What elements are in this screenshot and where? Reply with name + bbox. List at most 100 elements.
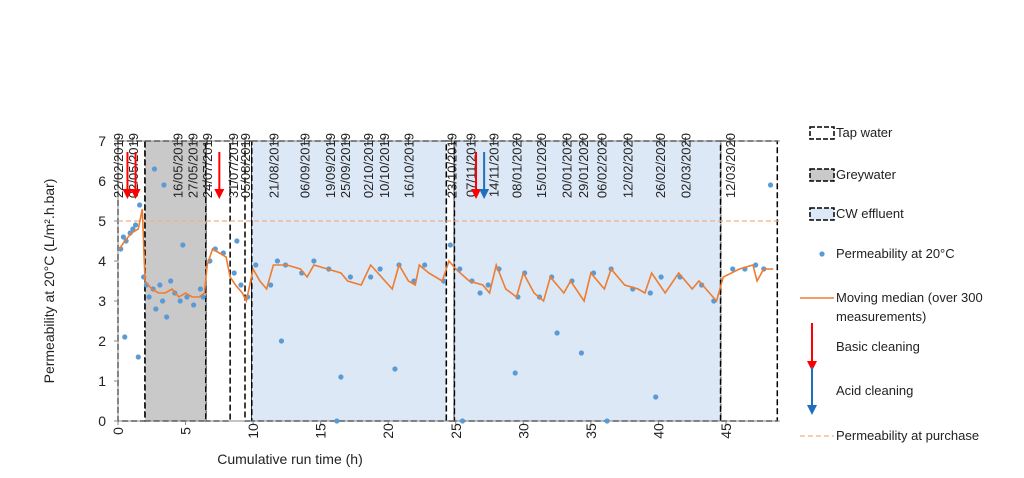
point [164,314,170,320]
y-tick-label: 6 [98,173,106,189]
legend-label: Acid cleaning [836,383,914,398]
x-tick-label: 30 [515,423,531,439]
region [205,140,231,422]
legend-entry: Moving median (over 300 measurements) [836,290,983,324]
top-tick-label: 20/01/2020 [560,133,575,198]
legend-entry: Permeability at purchase [836,428,980,443]
region [144,140,207,422]
point [177,298,183,304]
point [120,234,127,240]
point [153,306,159,312]
cleaning-arrow [479,152,490,199]
point [647,290,653,296]
region [453,140,722,422]
point [130,226,136,232]
y-tick-label: 5 [98,213,106,229]
point [159,298,166,304]
point [334,418,340,424]
arrow-head [807,361,817,371]
x-axis-label: Cumulative run time (h) [217,451,363,467]
region [719,140,779,422]
legend-label: Moving median (over 300 measurements) [836,290,983,324]
point [604,418,610,424]
point [191,302,197,308]
top-tick-label: 25/09/2019 [338,133,353,198]
point [392,366,398,372]
legend-swatch [809,207,835,221]
arrow-head [214,189,225,199]
top-tick-label: 16/10/2019 [401,133,416,198]
top-tick-label: 05/08/2019 [238,133,253,198]
point [122,334,128,340]
x-tick-label: 15 [313,423,329,439]
legend-label: Permeability at purchase [836,428,980,443]
top-tick-label: 06/09/2019 [297,133,312,198]
x-tick-label: 10 [245,423,261,439]
legend-label: CW effluent [836,206,904,221]
arrow-head [479,189,490,199]
top-tick-label: 06/02/2020 [595,133,610,198]
point [485,282,491,288]
point [231,270,237,276]
point [151,166,158,172]
top-tick-label: 08/01/2020 [510,133,525,198]
point [554,330,560,336]
point [753,262,759,268]
top-tick-label: 22/02/2019 [111,133,126,198]
y-tick-label: 2 [98,333,106,349]
point [268,282,274,288]
cleaning-arrow [214,152,225,199]
legend-entry: Permeability at 20°C [836,246,955,261]
legend-label: Tap water [836,125,893,140]
point [253,262,259,268]
point [653,394,659,400]
point [197,286,204,292]
point [377,266,383,272]
y-tick-label: 4 [98,253,106,269]
point [338,374,344,380]
point [135,354,141,360]
top-tick-label: 02/05/2019 [126,133,141,198]
x-tick-label: 0 [110,427,126,435]
arrow-head [122,189,133,199]
arrow-head [471,189,482,199]
x-tick-label: 35 [583,423,599,439]
top-tick-label: 12/03/2020 [723,133,738,198]
point [512,370,518,376]
legend-entry: Tap water [836,125,893,140]
legend-swatch [809,126,835,140]
point [311,258,317,264]
point [180,242,186,248]
arrow-head [130,189,141,199]
legend-swatch [819,251,825,257]
y-tick-label: 7 [98,133,106,149]
arrow-head [807,405,817,415]
cleaning-arrow [471,152,482,199]
x-tick-label: 20 [380,423,396,439]
legend-label: Basic cleaning [836,339,920,354]
legend-swatch [807,323,817,371]
top-tick-label: 14/11/2019 [487,133,502,197]
point [146,294,152,300]
point [767,182,774,188]
point [238,282,244,288]
point [368,274,374,280]
point [234,238,240,244]
y-axis-label: Permeability at 20°C (L/m².h.bar) [41,179,57,384]
point [161,182,167,188]
y-tick-label: 1 [98,373,106,389]
top-tick-label: 21/08/2019 [266,133,281,198]
cleaning-arrow [122,152,133,199]
point [477,290,483,296]
point [132,222,139,228]
top-tick-label: 19/09/2019 [323,133,338,198]
legend-entry: Basic cleaning [836,339,920,354]
top-tick-label: 29/01/2020 [576,133,591,198]
top-tick-label: 10/10/2019 [377,133,392,198]
point [274,258,281,264]
top-tick-label: 02/10/2019 [361,133,376,198]
top-tick-label: 27/05/2019 [185,133,200,198]
top-tick-label: 23/10/2019 [445,133,460,198]
x-tick-label: 40 [650,423,666,439]
